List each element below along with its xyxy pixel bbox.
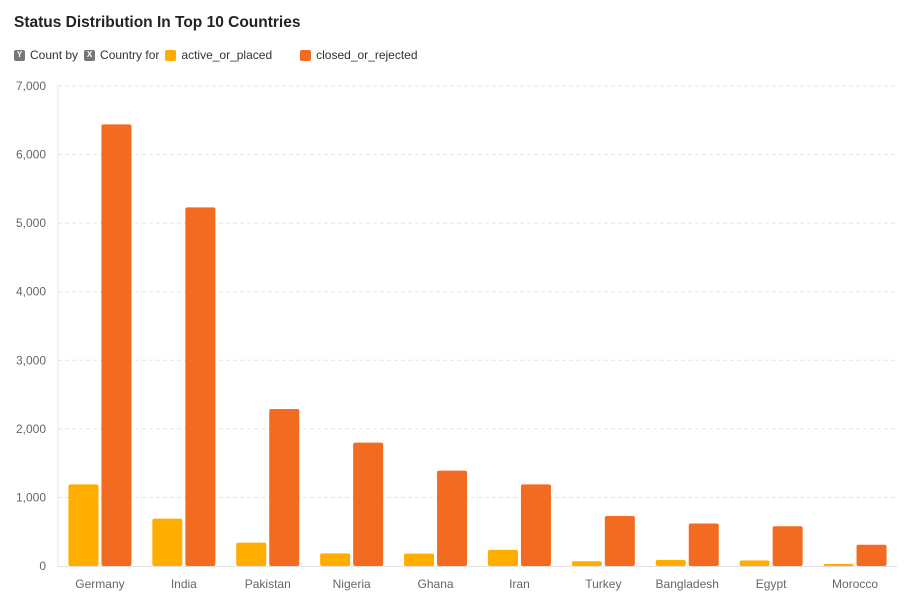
x-tick-label: Nigeria (333, 577, 371, 591)
legend-x-text: Country for (100, 48, 160, 62)
y-tick-label: 1,000 (16, 490, 46, 504)
y-tick-label: 6,000 (16, 148, 46, 162)
bar-closed-or-rejected-egypt[interactable] (772, 526, 803, 566)
x-tick-label: Morocco (832, 577, 878, 591)
bar-active-or-placed-iran[interactable] (487, 549, 518, 566)
bar-active-or-placed-egypt[interactable] (739, 560, 770, 566)
x-tick-label: Egypt (756, 577, 787, 591)
bar-closed-or-rejected-bangladesh[interactable] (688, 523, 719, 566)
x-tick-label: Ghana (418, 577, 454, 591)
bar-closed-or-rejected-ghana[interactable] (437, 470, 468, 566)
chart-title: Status Distribution In Top 10 Countries (14, 14, 301, 31)
bar-active-or-placed-nigeria[interactable] (320, 553, 351, 566)
x-axis-badge-icon: X (84, 49, 96, 61)
legend-swatch-closed-or-rejected[interactable] (300, 49, 312, 61)
bar-closed-or-rejected-morocco[interactable] (856, 544, 887, 566)
x-tick-label: Pakistan (245, 577, 291, 591)
y-tick-label: 5,000 (16, 216, 46, 230)
legend-label-closed-or-rejected[interactable]: closed_or_rejected (316, 48, 418, 62)
legend-swatch-active-or-placed[interactable] (165, 49, 177, 61)
bar-closed-or-rejected-germany[interactable] (101, 124, 132, 567)
bar-active-or-placed-turkey[interactable] (571, 561, 602, 566)
bar-closed-or-rejected-pakistan[interactable] (269, 408, 300, 566)
y-tick-label: 0 (39, 559, 46, 573)
bar-active-or-placed-india[interactable] (152, 518, 183, 566)
x-tick-label: Iran (509, 577, 530, 591)
legend: Y Count by X Country for active_or_place… (14, 48, 424, 62)
y-tick-label: 7,000 (16, 79, 46, 93)
y-tick-label: 4,000 (16, 285, 46, 299)
bar-closed-or-rejected-iran[interactable] (520, 484, 551, 566)
x-tick-label: Bangladesh (656, 577, 719, 591)
bar-active-or-placed-morocco[interactable] (823, 563, 854, 566)
bar-active-or-placed-ghana[interactable] (404, 553, 435, 566)
bar-active-or-placed-pakistan[interactable] (236, 542, 267, 566)
x-tick-label: India (171, 577, 197, 591)
bar-closed-or-rejected-nigeria[interactable] (353, 442, 384, 566)
legend-y-text: Count by (30, 48, 79, 62)
x-tick-label: Germany (75, 577, 124, 591)
y-tick-label: 2,000 (16, 422, 46, 436)
y-axis-badge-icon: Y (14, 49, 25, 61)
bar-closed-or-rejected-india[interactable] (185, 207, 216, 566)
bar-active-or-placed-germany[interactable] (68, 484, 99, 566)
bar-active-or-placed-bangladesh[interactable] (655, 559, 686, 566)
x-tick-label: Turkey (585, 577, 621, 591)
legend-label-active-or-placed[interactable]: active_or_placed (181, 48, 273, 62)
y-tick-label: 3,000 (16, 353, 46, 367)
bar-closed-or-rejected-turkey[interactable] (604, 515, 635, 566)
